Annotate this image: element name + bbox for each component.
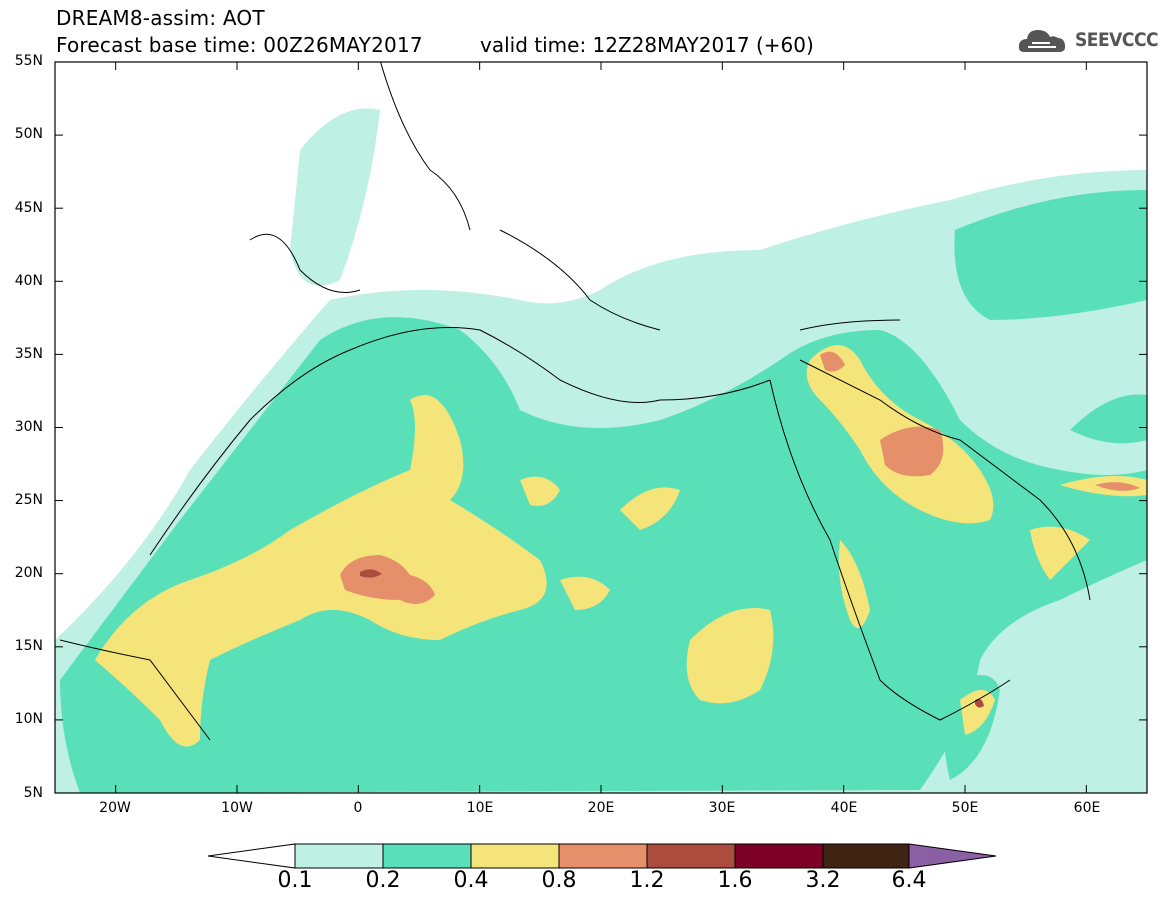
colorbar-label: 0.4 — [453, 868, 489, 893]
forecast-base-time: Forecast base time: 00Z26MAY2017 — [56, 33, 423, 57]
lon-label: 60E — [1073, 800, 1101, 816]
coastlines — [59, 62, 1091, 741]
colorbar-box — [822, 843, 910, 869]
axis-ticks — [55, 61, 1147, 794]
lon-label: 0 — [353, 800, 363, 816]
lat-label: 40N — [14, 273, 43, 289]
map-title: DREAM8-assim: AOT — [56, 6, 265, 30]
aot-field — [55, 62, 1147, 793]
colorbar-box — [470, 843, 560, 869]
colorbar-over-triangle — [908, 843, 997, 869]
colorbar-box — [734, 843, 824, 869]
colorbar-label: 1.2 — [629, 868, 665, 893]
colorbar-label: 6.4 — [891, 868, 927, 893]
aot-level-1.2 — [360, 569, 984, 708]
colorbar-label: 0.1 — [277, 868, 313, 893]
lon-label: 20E — [587, 800, 615, 816]
lon-label: 50E — [951, 800, 979, 816]
lat-label: 15N — [14, 638, 43, 654]
lat-label: 55N — [14, 53, 43, 69]
colorbar-box — [558, 843, 648, 869]
colorbar-label: 1.6 — [717, 868, 753, 893]
lat-label: 35N — [14, 346, 43, 362]
colorbar-label: 0.2 — [365, 868, 401, 893]
lat-label: 45N — [14, 200, 43, 216]
aot-level-0.8 — [340, 351, 1140, 604]
logo-text: SEEVCCC — [1075, 29, 1159, 51]
colorbar-label: 3.2 — [805, 868, 841, 893]
lon-label: 10E — [466, 800, 494, 816]
lat-label: 20N — [14, 565, 43, 581]
lon-label: 10W — [221, 800, 253, 816]
colorbar-box — [294, 843, 384, 869]
colorbar-box — [646, 843, 736, 869]
valid-time: valid time: 12Z28MAY2017 (+60) — [480, 33, 814, 57]
lat-label: 10N — [14, 711, 43, 727]
cloud-logo-icon — [1018, 30, 1066, 52]
lat-label: 25N — [14, 492, 43, 508]
lon-label: 20W — [99, 800, 131, 816]
colorbar — [207, 843, 997, 869]
lat-label: 30N — [14, 419, 43, 435]
lon-label: 30E — [708, 800, 736, 816]
colorbar-box — [382, 843, 472, 869]
lon-label: 40E — [830, 800, 858, 816]
colorbar-label: 0.8 — [541, 868, 577, 893]
lat-label: 50N — [14, 126, 43, 142]
colorbar-under-triangle — [207, 843, 296, 869]
lat-label: 5N — [23, 785, 43, 801]
